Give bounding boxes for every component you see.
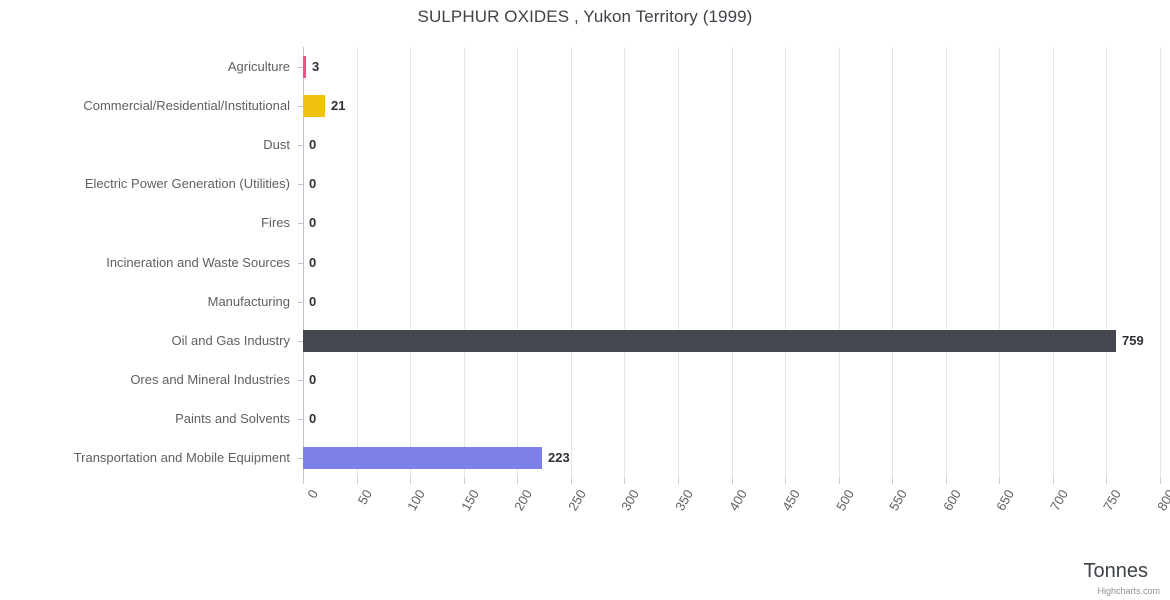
y-axis-tick (298, 302, 303, 303)
bar-value-label: 0 (309, 294, 317, 309)
x-axis-label: 100 (404, 487, 428, 514)
x-axis-tick (410, 478, 411, 484)
y-axis-tick (298, 106, 303, 107)
x-axis-tick (1106, 478, 1107, 484)
bar[interactable] (303, 95, 325, 117)
x-axis-tick (1053, 478, 1054, 484)
chart-title: SULPHUR OXIDES , Yukon Territory (1999) (417, 7, 753, 26)
category-label: Commercial/Residential/Institutional (83, 98, 290, 113)
gridline (892, 47, 893, 478)
gridline (732, 47, 733, 478)
gridline (1053, 47, 1054, 478)
bar[interactable] (303, 330, 1116, 352)
bar-value-label: 0 (309, 176, 317, 191)
bar-value-label: 0 (309, 215, 317, 230)
category-label: Electric Power Generation (Utilities) (84, 176, 290, 191)
y-axis-tick (298, 263, 303, 264)
category-label: Manufacturing (207, 294, 290, 309)
x-axis-tick (946, 478, 947, 484)
x-axis-label: 0 (304, 487, 321, 501)
x-axis-tick (839, 478, 840, 484)
y-axis-tick (298, 184, 303, 185)
category-label: Fires (261, 215, 290, 230)
x-axis-tick (517, 478, 518, 484)
y-axis-tick (298, 67, 303, 68)
y-axis-tick (298, 341, 303, 342)
bar-value-label: 0 (309, 411, 317, 426)
gridline (1160, 47, 1161, 478)
y-axis-tick (298, 145, 303, 146)
x-axis-tick (999, 478, 1000, 484)
bar-value-label: 3 (312, 59, 320, 74)
x-axis-label: 50 (354, 487, 375, 508)
y-axis-tick (298, 458, 303, 459)
bar-value-label: 0 (309, 137, 317, 152)
x-axis-tick (892, 478, 893, 484)
x-axis-label: 450 (779, 487, 803, 514)
bar-value-label: 0 (309, 255, 317, 270)
bar[interactable] (303, 447, 542, 469)
x-axis-tick (303, 478, 304, 484)
x-axis-label: 150 (458, 487, 482, 514)
category-label: Agriculture (227, 59, 290, 74)
gridline (946, 47, 947, 478)
gridline (839, 47, 840, 478)
x-axis-label: 650 (993, 487, 1017, 514)
gridline (678, 47, 679, 478)
category-label: Paints and Solvents (175, 411, 290, 426)
bar[interactable] (303, 56, 306, 78)
y-axis-tick (298, 419, 303, 420)
bar-value-label: 21 (331, 98, 346, 113)
x-axis-tick (785, 478, 786, 484)
plot-area (303, 47, 1161, 478)
category-label: Oil and Gas Industry (171, 333, 291, 348)
gridline (571, 47, 572, 478)
x-axis-label: 300 (618, 487, 642, 514)
bar-value-label: 0 (309, 372, 317, 387)
gridline (1106, 47, 1107, 478)
y-axis-tick (298, 380, 303, 381)
x-axis-label: 350 (672, 487, 696, 514)
x-axis-label: 550 (886, 487, 910, 514)
x-axis-label: 200 (511, 487, 535, 514)
x-axis-tick (464, 478, 465, 484)
gridline (357, 47, 358, 478)
x-axis-title: Tonnes (1083, 560, 1149, 582)
category-label: Transportation and Mobile Equipment (73, 450, 290, 465)
gridline (517, 47, 518, 478)
x-axis-label: 250 (565, 487, 589, 514)
gridline (624, 47, 625, 478)
x-axis-tick (357, 478, 358, 484)
x-axis-tick (624, 478, 625, 484)
bar-value-label: 223 (548, 450, 570, 465)
y-axis-line (303, 47, 304, 478)
category-label: Dust (263, 137, 290, 152)
gridline (410, 47, 411, 478)
category-label: Incineration and Waste Sources (106, 255, 290, 270)
bar-value-label: 759 (1122, 333, 1144, 348)
x-axis-label: 600 (940, 487, 964, 514)
x-axis-tick (571, 478, 572, 484)
x-axis-tick (732, 478, 733, 484)
gridline (785, 47, 786, 478)
x-axis-tick (1160, 478, 1161, 484)
gridline (464, 47, 465, 478)
y-axis-tick (298, 223, 303, 224)
gridline (999, 47, 1000, 478)
x-axis-label: 700 (1047, 487, 1071, 514)
x-axis-label: 400 (726, 487, 750, 514)
x-axis-tick (678, 478, 679, 484)
highcharts-credit[interactable]: Highcharts.com (1097, 586, 1160, 596)
category-label: Ores and Mineral Industries (130, 372, 290, 387)
x-axis-label: 500 (833, 487, 857, 514)
